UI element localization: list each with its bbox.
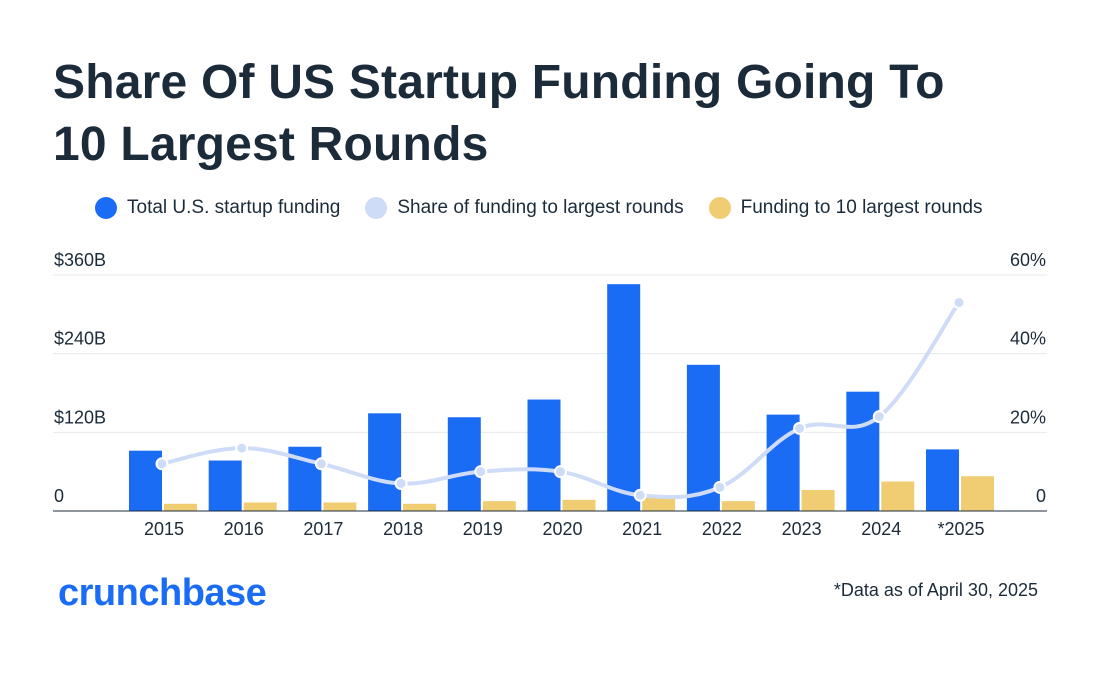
x-axis-tick-label: 2024 xyxy=(861,519,901,539)
x-axis-tick-label: 2015 xyxy=(144,519,184,539)
line-point-share-largest xyxy=(872,410,886,424)
x-axis-tick-label: *2025 xyxy=(937,519,984,539)
left-axis-tick-label: $240B xyxy=(54,329,106,349)
bar-largest-rounds xyxy=(482,501,516,511)
right-axis-tick-label: 0 xyxy=(1036,486,1046,506)
right-axis-tick-label: 40% xyxy=(1010,329,1046,349)
line-point-share-largest xyxy=(394,476,408,490)
bar-largest-rounds xyxy=(164,503,197,511)
crunchbase-logo: crunchbase xyxy=(58,572,267,614)
x-axis-tick-label: 2023 xyxy=(782,519,822,539)
right-axis-tick-label: 60% xyxy=(1010,250,1046,270)
bar-total-funding xyxy=(607,284,641,511)
x-axis-tick-label: 2019 xyxy=(463,519,503,539)
legend-label-total-funding: Total U.S. startup funding xyxy=(127,197,341,218)
bar-largest-rounds xyxy=(642,495,676,511)
bar-largest-rounds xyxy=(801,490,835,511)
line-share-largest xyxy=(160,300,961,500)
bar-total-funding xyxy=(846,391,880,511)
legend-item-largest-rounds: Funding to 10 largest rounds xyxy=(708,197,983,219)
bar-total-funding xyxy=(368,413,402,511)
bar-total-funding xyxy=(926,449,959,511)
line-point-share-largest xyxy=(713,480,727,494)
x-axis-tick-label: 2016 xyxy=(224,519,264,539)
line-point-share-largest xyxy=(235,441,249,455)
chart-title-line-1: Share Of US Startup Funding Going To xyxy=(53,56,945,109)
bar-total-funding xyxy=(527,399,561,511)
bar-largest-rounds xyxy=(403,503,437,511)
left-axis-tick-label: $360B xyxy=(54,250,106,270)
chart-plot: 0 $120B $240B $360B 0 20% 40% 60% 2015 2016 2017 20… xyxy=(53,250,1047,539)
x-axis-tick-label: 2018 xyxy=(383,519,423,539)
x-axis-tick-label: 2021 xyxy=(622,519,662,539)
line-point-share-largest xyxy=(952,296,966,310)
legend-item-total-funding: Total U.S. startup funding xyxy=(95,197,340,219)
bar-largest-rounds xyxy=(562,499,596,511)
chart-title-line-2: 10 Largest Rounds xyxy=(53,118,489,171)
bar-largest-rounds xyxy=(323,502,357,511)
legend-swatch-largest-rounds xyxy=(708,197,731,219)
legend-item-share-largest: Share of funding to largest rounds xyxy=(365,197,684,219)
x-axis-tick-label: 2020 xyxy=(542,519,582,539)
chart-title: Share Of US Startup Funding Going To 10 … xyxy=(53,52,1053,176)
line-point-share-largest xyxy=(155,457,169,471)
legend-swatch-share-largest xyxy=(365,197,388,219)
right-axis-tick-label: 20% xyxy=(1010,407,1046,427)
line-point-share-largest xyxy=(554,465,567,479)
left-axis-tick-label: $120B xyxy=(54,407,106,427)
line-point-share-largest xyxy=(793,421,807,435)
legend-swatch-total-funding xyxy=(95,197,117,219)
bar-largest-rounds xyxy=(243,502,277,511)
x-axis-tick-label: 2017 xyxy=(303,519,343,539)
bar-total-funding xyxy=(447,417,481,511)
line-point-share-largest xyxy=(474,465,488,479)
line-point-share-largest xyxy=(314,457,328,471)
bar-largest-rounds xyxy=(881,481,915,511)
chart-legend: Total U.S. startup funding Share of fund… xyxy=(95,197,1007,219)
bar-largest-rounds xyxy=(961,476,994,511)
legend-label-share-largest: Share of funding to largest rounds xyxy=(397,197,684,218)
line-point-share-largest xyxy=(633,488,647,502)
x-axis-tick-label: 2022 xyxy=(702,519,742,539)
left-axis-tick-label: 0 xyxy=(54,486,64,506)
bar-total-funding xyxy=(208,460,242,511)
bar-largest-rounds xyxy=(721,501,755,511)
legend-label-largest-rounds: Funding to 10 largest rounds xyxy=(740,197,983,218)
data-footnote: *Data as of April 30, 2025 xyxy=(833,580,1038,600)
